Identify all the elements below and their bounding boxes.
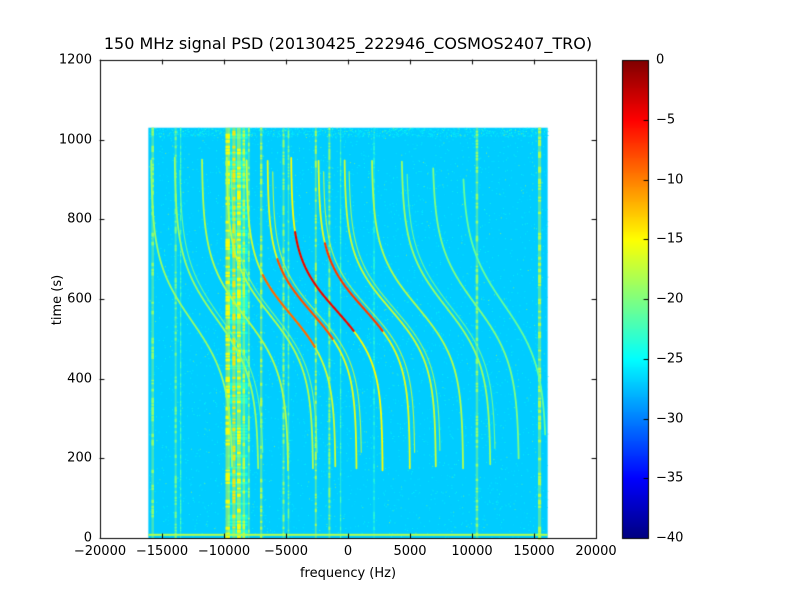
colorbar-tick-label: −40	[656, 530, 684, 546]
x-tick-label: −20000	[73, 544, 127, 559]
y-tick-label: 1200	[58, 52, 92, 68]
x-tick-label: −15000	[135, 544, 189, 559]
colorbar-tick-label: −25	[656, 351, 684, 367]
colorbar-tick-label: −10	[656, 172, 684, 187]
x-tick-label: 20000	[575, 544, 617, 559]
y-axis-label: time (s)	[50, 274, 65, 326]
y-tick-label: 0	[83, 530, 92, 546]
colorbar-tick-label: −30	[656, 411, 684, 426]
x-tick-label: 10000	[451, 544, 493, 559]
x-tick-label: 5000	[393, 544, 427, 559]
y-tick-label: 1000	[58, 132, 92, 148]
y-tick-label: 400	[67, 371, 92, 387]
colorbar-tick-label: −5	[656, 112, 676, 128]
y-tick-label: 600	[67, 291, 92, 307]
colorbar-tick-label: −20	[656, 291, 684, 307]
x-axis-label: frequency (Hz)	[299, 566, 397, 581]
colorbar-tick-label: −15	[656, 231, 684, 247]
y-tick-label: 200	[67, 450, 92, 466]
x-tick-label: 0	[343, 544, 353, 559]
colorbar-tick-label: −35	[656, 470, 684, 486]
x-tick-label: −5000	[264, 544, 308, 559]
x-tick-label: −10000	[197, 544, 251, 559]
chart-title: 150 MHz signal PSD (20130425_222946_COSM…	[103, 34, 593, 53]
colorbar-tick-label: 0	[656, 52, 665, 68]
y-tick-label: 800	[67, 211, 92, 227]
x-tick-label: 15000	[513, 544, 555, 559]
